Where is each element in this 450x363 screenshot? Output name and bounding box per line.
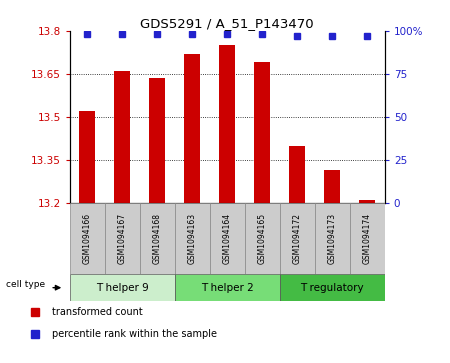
- Bar: [149, 78, 165, 203]
- Text: transformed count: transformed count: [52, 307, 142, 317]
- Text: GSM1094167: GSM1094167: [118, 213, 127, 264]
- Bar: [210, 203, 245, 274]
- Bar: [360, 200, 375, 203]
- Bar: [140, 203, 175, 274]
- Bar: [350, 203, 385, 274]
- Bar: [114, 71, 130, 203]
- Bar: [254, 62, 270, 203]
- Text: T helper 2: T helper 2: [201, 283, 254, 293]
- Bar: [315, 203, 350, 274]
- Text: GSM1094173: GSM1094173: [328, 213, 337, 264]
- Title: GDS5291 / A_51_P143470: GDS5291 / A_51_P143470: [140, 17, 314, 30]
- Bar: [70, 274, 175, 301]
- Text: GSM1094165: GSM1094165: [258, 213, 267, 264]
- Bar: [175, 203, 210, 274]
- Text: T helper 9: T helper 9: [96, 283, 148, 293]
- Bar: [184, 54, 200, 203]
- Text: GSM1094166: GSM1094166: [83, 213, 92, 264]
- Bar: [175, 274, 280, 301]
- Bar: [289, 146, 305, 203]
- Bar: [324, 170, 340, 203]
- Text: GSM1094163: GSM1094163: [188, 213, 197, 264]
- Bar: [280, 274, 385, 301]
- Text: percentile rank within the sample: percentile rank within the sample: [52, 329, 216, 339]
- Text: cell type: cell type: [5, 281, 45, 289]
- Bar: [280, 203, 315, 274]
- Text: GSM1094164: GSM1094164: [223, 213, 232, 264]
- Text: GSM1094174: GSM1094174: [363, 213, 372, 264]
- Bar: [105, 203, 140, 274]
- Bar: [70, 203, 105, 274]
- Text: T regulatory: T regulatory: [301, 283, 364, 293]
- Bar: [245, 203, 280, 274]
- Text: GSM1094172: GSM1094172: [293, 213, 302, 264]
- Bar: [79, 111, 95, 203]
- Text: GSM1094168: GSM1094168: [153, 213, 162, 264]
- Bar: [220, 45, 235, 203]
